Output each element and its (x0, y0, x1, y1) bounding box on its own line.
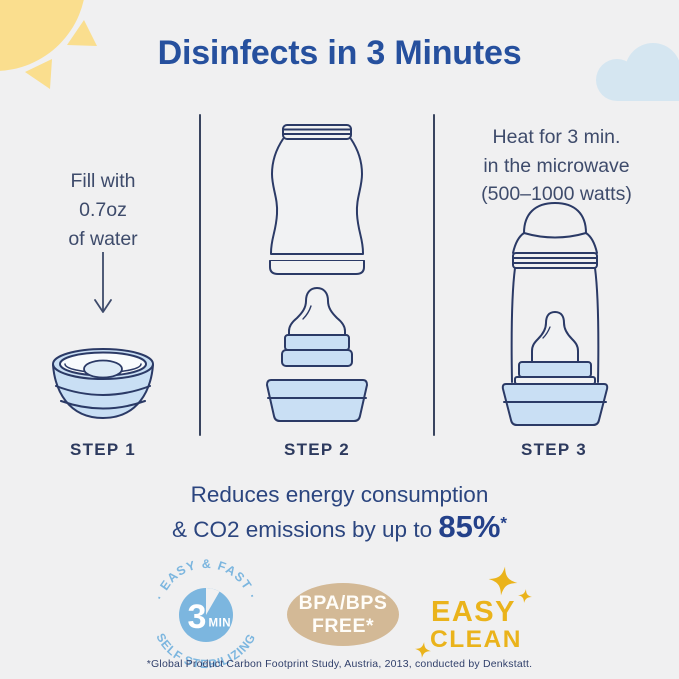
page-title: Disinfects in 3 Minutes (157, 34, 522, 72)
step3-instruction-line: (500–1000 watts) (481, 183, 632, 205)
claim-line2: & CO2 emissions by up to 85%* (0, 511, 679, 546)
step1-instruction: Fill with 0.7oz of water (0, 167, 206, 254)
bpa-free-badge: BPA/BPS FREE* (287, 583, 399, 646)
bpa-badge-line1: BPA/BPS (298, 591, 388, 614)
self-sterilizing-badge: · EASY & FAST · SELF STERILIZING 3 MIN (152, 557, 258, 671)
cloud-icon (596, 43, 679, 101)
energy-claim: Reduces energy consumption & CO2 emissio… (0, 479, 679, 546)
step3-instruction: Heat for 3 min. in the microwave (500–10… (434, 123, 679, 209)
step1-instruction-line: of water (68, 228, 138, 250)
arrow-down-icon (94, 252, 112, 313)
claim-line2-prefix: & CO2 emissions by up to (171, 517, 439, 542)
assembled-bottle-illustration (501, 202, 609, 426)
step1-instruction-line: Fill with (70, 170, 136, 192)
step2-label: STEP 2 (283, 440, 351, 459)
badge-clock-wedge (206, 588, 220, 615)
step3-label: STEP 3 (520, 440, 588, 459)
sparkle-icon-large (486, 564, 520, 598)
footnote: *Global Product Carbon Footprint Study, … (146, 658, 533, 670)
sparkle-icon-small (517, 588, 533, 604)
step1-instruction-line: 0.7oz (79, 199, 127, 221)
column-divider-left (199, 114, 201, 436)
step3-instruction-line: Heat for 3 min. (492, 126, 621, 148)
step1-label: STEP 1 (69, 440, 137, 459)
step3-instruction-line: in the microwave (483, 154, 630, 177)
badge-minutes-number: 3 (188, 598, 207, 636)
easy-clean-line1: EASY (431, 596, 516, 628)
sun-icon (0, 0, 97, 89)
column-divider-right (433, 114, 435, 436)
easy-clean-line2: CLEAN (430, 626, 522, 653)
badge-minutes-unit: MIN (209, 618, 232, 630)
claim-line1: Reduces energy consumption (190, 482, 489, 507)
water-bowl-illustration (52, 348, 154, 420)
claim-asterisk: * (500, 513, 508, 533)
claim-highlight: 85% (438, 509, 501, 544)
bottle-parts-illustration (266, 124, 368, 422)
bpa-badge-line2: FREE* (311, 614, 375, 637)
